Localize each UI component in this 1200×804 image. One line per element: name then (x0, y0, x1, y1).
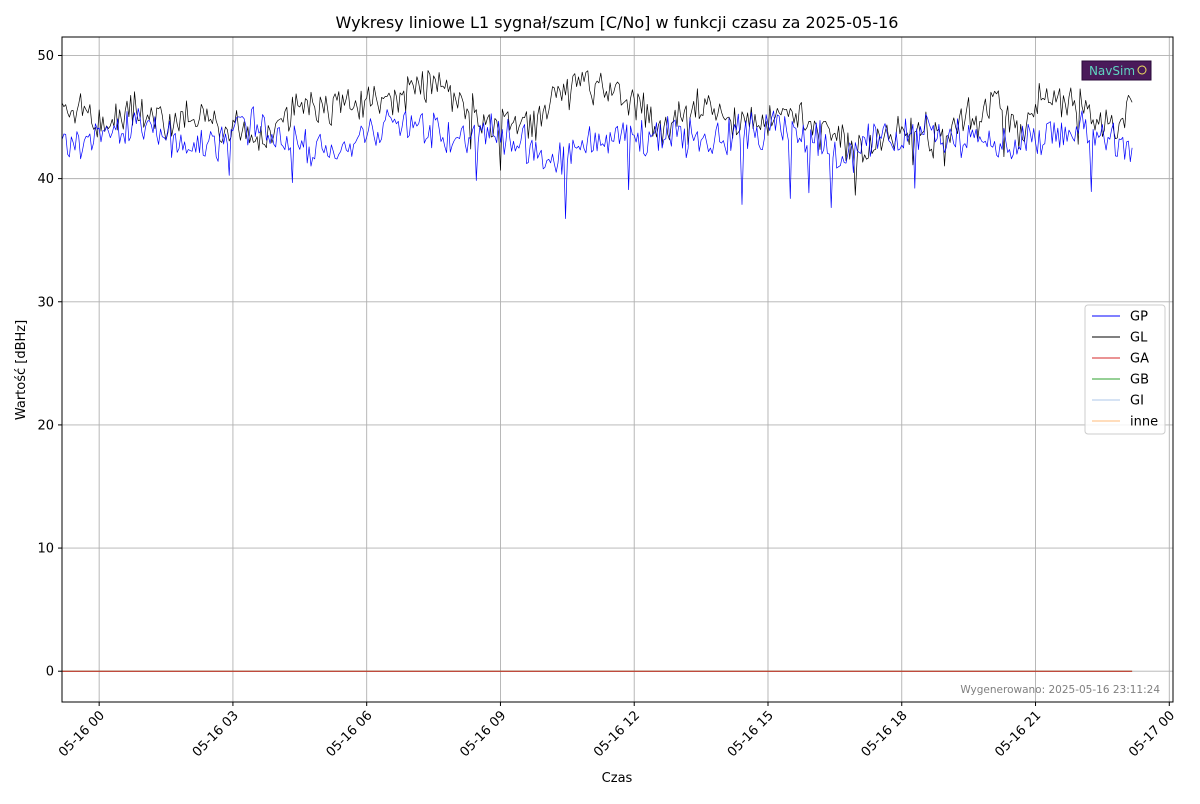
legend-label-gl: GL (1130, 331, 1148, 346)
y-tick-label: 10 (37, 542, 54, 557)
legend: GP GL GA GB GI inne (1084, 304, 1166, 435)
y-tick-label: 20 (37, 418, 54, 433)
legend-label-gp: GP (1130, 310, 1148, 325)
legend-label-gb: GB (1130, 373, 1149, 388)
logo-text: NavSim (1089, 64, 1135, 78)
series-line-gl (61, 70, 1133, 196)
generated-timestamp: Wygenerowano: 2025-05-16 23:11:24 (960, 684, 1160, 696)
chart-title: Wykresy liniowe L1 sygnał/szum [C/No] w … (336, 13, 899, 32)
series-line-gp (61, 106, 1133, 219)
x-gridlines (98, 37, 1170, 702)
legend-label-gi: GI (1130, 394, 1144, 409)
logo-background (1081, 60, 1152, 81)
y-tick-label: 30 (37, 295, 54, 310)
legend-label-inne: inne (1130, 415, 1158, 430)
axes-frame (61, 36, 1174, 703)
logo-ring (1137, 65, 1147, 75)
series-layer (61, 70, 1133, 672)
y-tick-label: 0 (46, 665, 54, 680)
navsim-logo: NavSim (1081, 60, 1152, 81)
y-axis-ticks: 0 10 20 30 40 50 (37, 49, 62, 680)
y-tick-label: 40 (37, 172, 54, 187)
legend-label-ga: GA (1130, 352, 1149, 367)
y-tick-label: 50 (37, 49, 54, 64)
y-axis-label: Wartość [dBHz] (14, 320, 29, 420)
x-axis-label: Czas (602, 771, 633, 786)
